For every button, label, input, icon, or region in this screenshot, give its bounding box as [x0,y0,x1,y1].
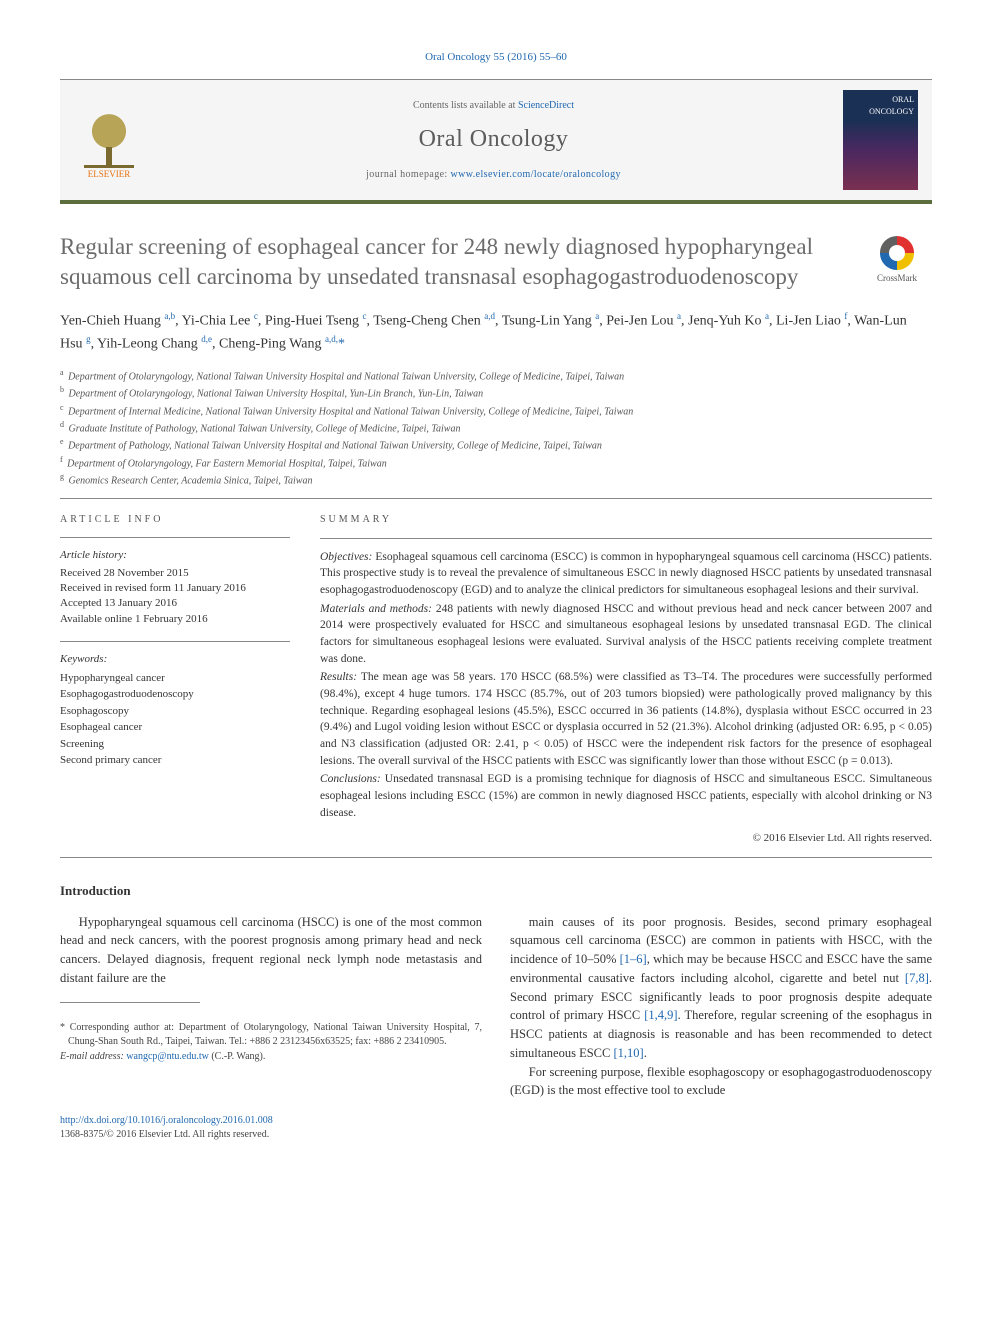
journal-homepage-line: journal homepage: www.elsevier.com/locat… [160,168,827,182]
keywords-heading: Keywords: [60,652,290,667]
conclusions-label: Conclusions: [320,773,381,785]
affiliation-item: a Department of Otolaryngology, National… [60,367,932,384]
keyword-item: Hypopharyngeal cancer [60,670,290,687]
doi-link[interactable]: http://dx.doi.org/10.1016/j.oraloncology… [60,1115,273,1126]
keyword-item: Esophagogastroduodenoscopy [60,686,290,703]
homepage-prefix: journal homepage: [366,169,450,180]
email-link[interactable]: wangcp@ntu.edu.tw [126,1051,209,1062]
affiliation-item: g Genomics Research Center, Academia Sin… [60,471,932,488]
summary-copyright: © 2016 Elsevier Ltd. All rights reserved… [320,831,932,847]
results-text: The mean age was 58 years. 170 HSCC (68.… [320,671,932,766]
intro-para-3: For screening purpose, flexible esophago… [510,1063,932,1101]
footnote-block: * Corresponding author at: Department of… [60,1021,482,1065]
doi-line: http://dx.doi.org/10.1016/j.oraloncology… [60,1114,932,1128]
affiliation-item: c Department of Internal Medicine, Natio… [60,402,932,419]
cite-1-10[interactable]: [1,10] [613,1046,643,1060]
crossmark-label: CrossMark [877,272,917,285]
elsevier-logo: ELSEVIER [74,100,144,180]
email-label: E-mail address: [60,1051,126,1062]
journal-header: ELSEVIER Contents lists available at Sci… [60,79,932,204]
keyword-item: Second primary cancer [60,752,290,769]
affiliation-item: f Department of Otolaryngology, Far East… [60,454,932,471]
intro-p2-end: . [644,1046,647,1060]
methods-label: Materials and methods: [320,603,432,615]
objectives-text: Esophageal squamous cell carcinoma (ESCC… [320,551,932,596]
journal-homepage-link[interactable]: www.elsevier.com/locate/oraloncology [451,169,621,180]
conclusions-text: Unsedated transnasal EGD is a promising … [320,773,932,818]
cite-1-6[interactable]: [1–6] [620,952,647,966]
results-label: Results: [320,671,357,683]
cite-7-8[interactable]: [7,8] [905,971,929,985]
history-item: Received in revised form 11 January 2016 [60,581,290,596]
citation: Oral Oncology 55 (2016) 55–60 [60,50,932,65]
corresponding-author-note: * Corresponding author at: Department of… [60,1021,482,1050]
intro-para-1: Hypopharyngeal squamous cell carcinoma (… [60,913,482,988]
summary-heading: SUMMARY [320,513,932,528]
affiliations-list: a Department of Otolaryngology, National… [60,367,932,488]
history-item: Accepted 13 January 2016 [60,596,290,611]
history-item: Received 28 November 2015 [60,566,290,581]
affiliation-item: b Department of Otolaryngology, National… [60,384,932,401]
keyword-item: Esophageal cancer [60,719,290,736]
crossmark-badge[interactable]: CrossMark [862,236,932,284]
cite-1-4-9[interactable]: [1,4,9] [644,1008,677,1022]
affiliation-item: e Department of Pathology, National Taiw… [60,436,932,453]
email-suffix: (C.-P. Wang). [209,1051,266,1062]
footnote-divider [60,1002,200,1003]
contents-prefix: Contents lists available at [413,100,518,111]
sciencedirect-link[interactable]: ScienceDirect [518,100,574,111]
summary-column: SUMMARY Objectives: Esophageal squamous … [320,513,932,847]
author-list: Yen-Chieh Huang a,b, Yi-Chia Lee c, Ping… [60,310,932,355]
elsevier-label: ELSEVIER [88,168,131,181]
keyword-item: Esophagoscopy [60,703,290,720]
contents-available-line: Contents lists available at ScienceDirec… [160,99,827,113]
article-info-column: ARTICLE INFO Article history: Received 2… [60,513,290,847]
divider-bottom [60,857,932,858]
intro-para-2: main causes of its poor prognosis. Besid… [510,913,932,1063]
email-line: E-mail address: wangcp@ntu.edu.tw (C.-P.… [60,1050,482,1065]
paper-title: Regular screening of esophageal cancer f… [60,232,842,292]
journal-title: Oral Oncology [160,123,827,157]
issn-copyright: 1368-8375/© 2016 Elsevier Ltd. All right… [60,1128,932,1142]
body-text: Hypopharyngeal squamous cell carcinoma (… [60,913,932,1101]
objectives-label: Objectives: [320,551,372,563]
history-heading: Article history: [60,548,290,563]
crossmark-icon [880,236,914,269]
affiliation-item: d Graduate Institute of Pathology, Natio… [60,419,932,436]
article-info-heading: ARTICLE INFO [60,513,290,527]
journal-cover-thumbnail: ORAL ONCOLOGY [843,90,918,190]
divider-top [60,498,932,499]
history-item: Available online 1 February 2016 [60,612,290,627]
introduction-heading: Introduction [60,882,932,900]
keyword-item: Screening [60,736,290,753]
